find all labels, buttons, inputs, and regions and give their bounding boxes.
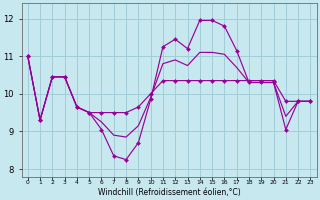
- X-axis label: Windchill (Refroidissement éolien,°C): Windchill (Refroidissement éolien,°C): [98, 188, 240, 197]
